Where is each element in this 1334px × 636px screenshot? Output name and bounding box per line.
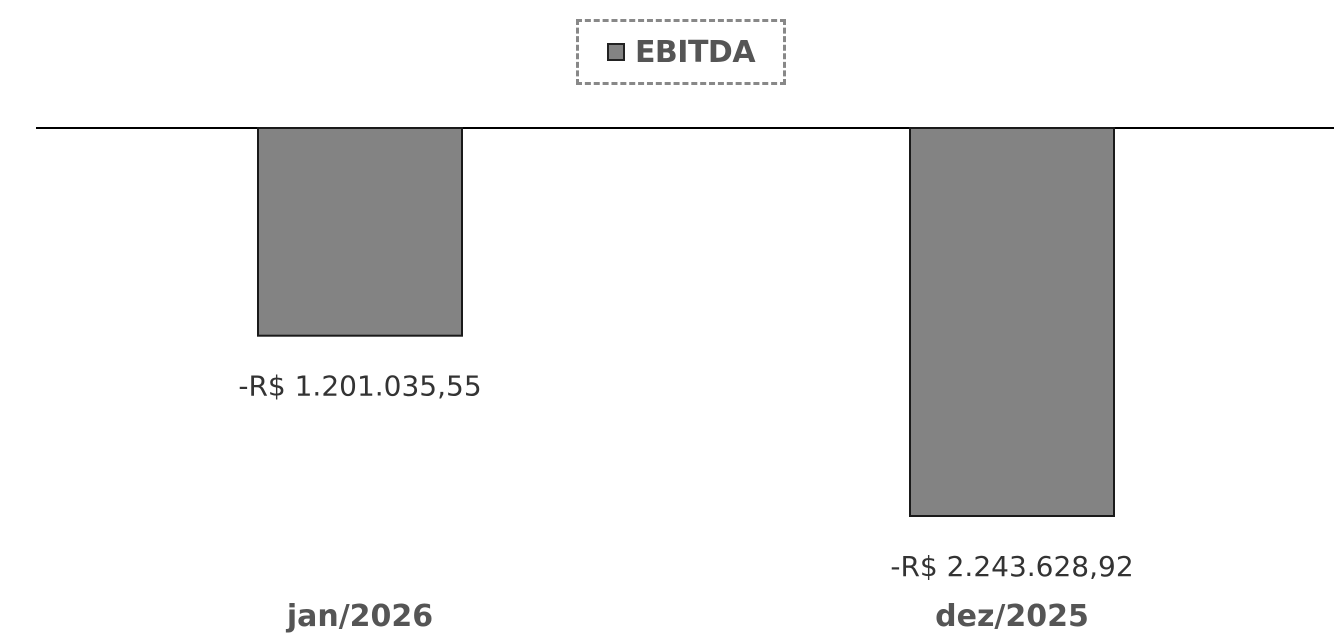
bar-dez-2025 (909, 127, 1115, 517)
bar-jan-2026 (257, 127, 463, 337)
legend-label: EBITDA (634, 34, 756, 70)
chart-legend: EBITDA (576, 19, 786, 85)
data-label: -R$ 1.201.035,55 (238, 370, 481, 403)
legend-swatch (606, 43, 625, 61)
category-label: dez/2025 (935, 599, 1089, 634)
data-label: -R$ 2.243.628,92 (890, 550, 1133, 583)
category-label: jan/2026 (286, 599, 433, 634)
